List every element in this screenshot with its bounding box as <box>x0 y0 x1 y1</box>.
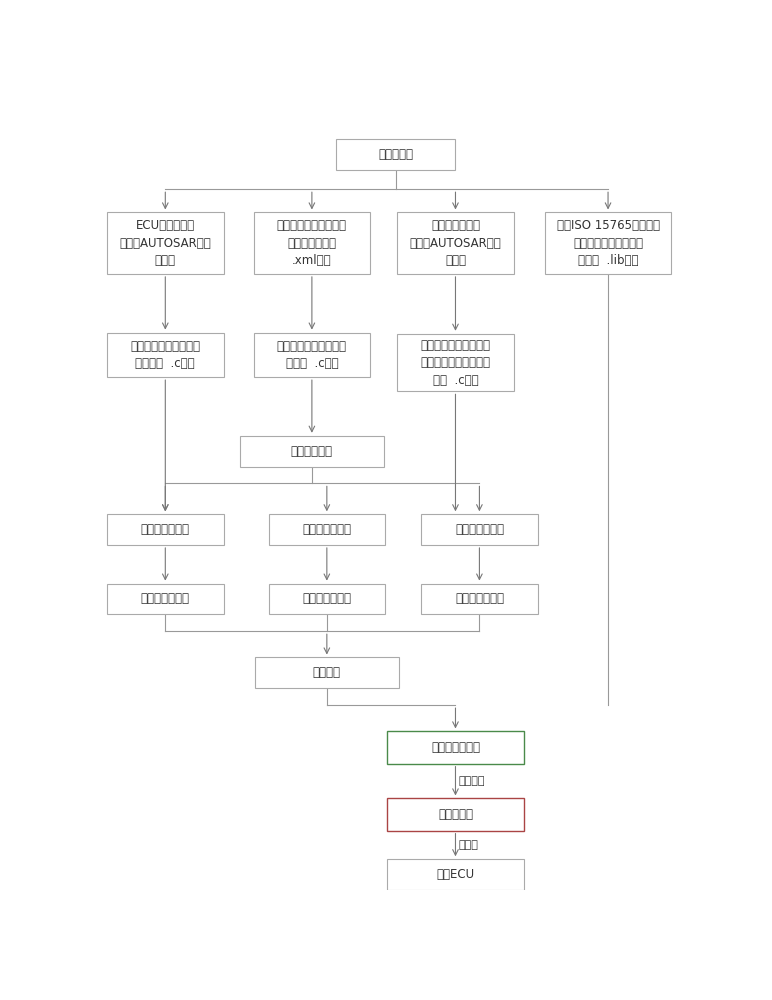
Bar <box>336 139 455 170</box>
Text: 车载ECU: 车载ECU <box>436 868 475 881</box>
Text: 应用层功能模块: 应用层功能模块 <box>455 592 504 605</box>
Bar <box>397 334 514 391</box>
Bar <box>421 584 538 614</box>
Text: 检查更新: 检查更新 <box>313 666 341 679</box>
Text: 可配置化接口: 可配置化接口 <box>291 445 333 458</box>
Bar <box>421 514 538 545</box>
Text: 用户可配置参数（网络
层时间参数等）
.xml格式: 用户可配置参数（网络 层时间参数等） .xml格式 <box>277 219 347 267</box>
Bar <box>253 212 371 274</box>
Text: 编译工具: 编译工具 <box>459 776 485 786</box>
Text: 应用层函数接口
（按照AUTOSAR标准
实现）: 应用层函数接口 （按照AUTOSAR标准 实现） <box>410 219 501 267</box>
Text: ECU抽象层接口
（按照AUTOSAR标准
实现）: ECU抽象层接口 （按照AUTOSAR标准 实现） <box>120 219 212 267</box>
Text: 网络层功能配置: 网络层功能配置 <box>303 523 351 536</box>
Bar <box>107 212 224 274</box>
Text: 用户根据需求，生成配
置文件  .c格式: 用户根据需求，生成配 置文件 .c格式 <box>277 340 347 370</box>
Text: 可执行代码: 可执行代码 <box>438 808 473 821</box>
Bar <box>240 436 384 467</box>
Bar <box>107 514 224 545</box>
Bar <box>545 212 671 274</box>
Text: 诊断协议栈: 诊断协议栈 <box>378 148 413 161</box>
Bar <box>387 798 524 831</box>
Bar <box>387 731 524 764</box>
Bar <box>107 584 224 614</box>
Bar <box>269 584 385 614</box>
Text: 应用层功能配置: 应用层功能配置 <box>455 523 504 536</box>
Text: 诊断协议栈代码: 诊断协议栈代码 <box>431 741 480 754</box>
Text: 硬件抽象层模块: 硬件抽象层模块 <box>141 592 190 605</box>
Text: 网络层功能模块: 网络层功能模块 <box>303 592 351 605</box>
Bar <box>253 333 371 377</box>
Text: 下载器: 下载器 <box>459 840 479 850</box>
Text: 根据ISO 15765实现网络
层应用层功能，并模块
化封装  .lib格式: 根据ISO 15765实现网络 层应用层功能，并模块 化封装 .lib格式 <box>557 219 659 267</box>
Bar <box>397 212 514 274</box>
Text: 用户按照标准接口完成
底层驱动  .c格式: 用户按照标准接口完成 底层驱动 .c格式 <box>130 340 200 370</box>
Bar <box>107 333 224 377</box>
Bar <box>255 657 398 688</box>
Text: 用户根据需求，按照标
准接口实现应用层函数
功能  .c格式: 用户根据需求，按照标 准接口实现应用层函数 功能 .c格式 <box>421 339 490 387</box>
Bar <box>387 859 524 890</box>
Bar <box>269 514 385 545</box>
Text: 硬件抽象层配置: 硬件抽象层配置 <box>141 523 190 536</box>
